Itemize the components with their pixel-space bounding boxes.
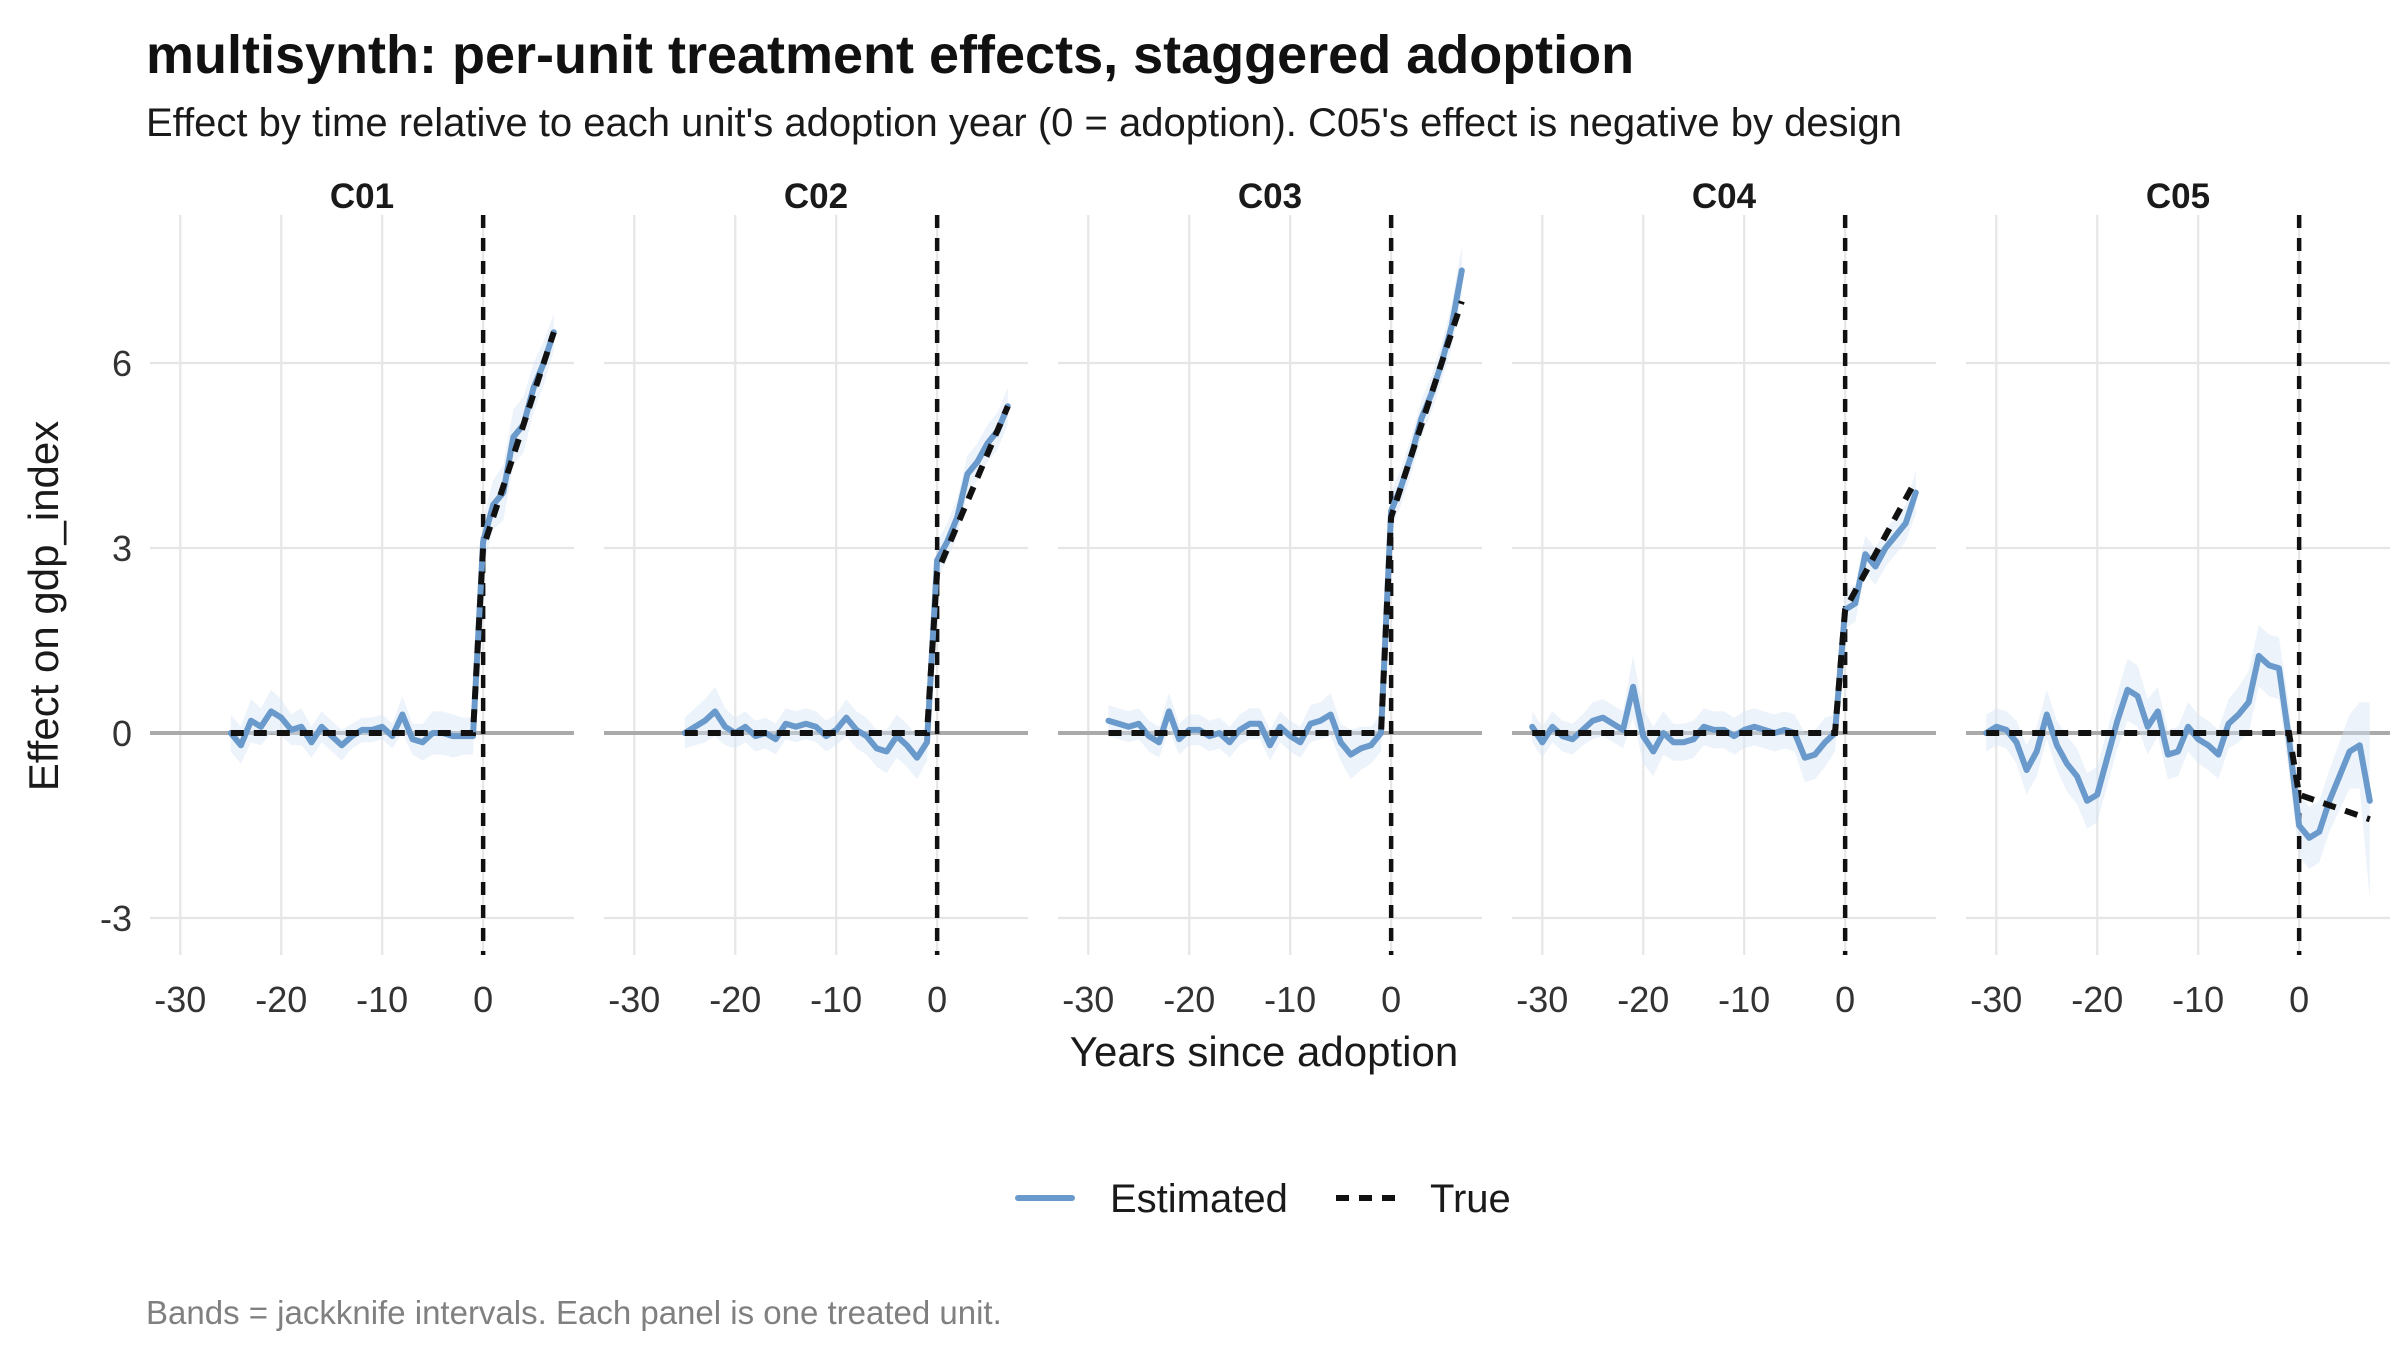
chart-title: multisynth: per-unit treatment effects, … (146, 25, 1634, 85)
x-tick-label: -10 (356, 979, 408, 1020)
x-tick-label: -30 (1516, 979, 1568, 1020)
estimated-line (1529, 489, 1919, 761)
x-tick-label: -10 (1718, 979, 1770, 1020)
x-tick-label: -10 (810, 979, 862, 1020)
jackknife-band (1108, 245, 1462, 780)
facet-strip-label: C04 (1692, 177, 1757, 216)
x-tick-label: -20 (255, 979, 307, 1020)
facet-strip-label: C05 (2146, 177, 2210, 216)
facet-panel-c03: C03 -30 -20 -10 0 (1058, 177, 1482, 1020)
y-tick-label: 3 (112, 528, 132, 569)
legend: Estimated True (1015, 1177, 1511, 1221)
y-tick-label: 0 (112, 713, 132, 754)
estimated-line (1105, 267, 1465, 758)
x-tick-label: -20 (1617, 979, 1669, 1020)
legend-estimated-label: Estimated (1110, 1177, 1288, 1221)
jackknife-band (684, 387, 1008, 780)
x-tick-label: -30 (1062, 979, 1114, 1020)
y-tick-label: -3 (100, 898, 132, 939)
facet-panel-c04: C04 -30 -20 -10 0 (1512, 177, 1936, 1020)
x-tick-label: 0 (2289, 979, 2309, 1020)
x-tick-label: -20 (709, 979, 761, 1020)
jackknife-band (1986, 625, 2370, 900)
chart-caption: Bands = jackknife intervals. Each panel … (146, 1294, 1002, 1331)
x-tick-label: 0 (473, 979, 493, 1020)
facet-strip-label: C03 (1238, 177, 1302, 216)
y-axis-title: Effect on gdp_index (20, 421, 67, 792)
jackknife-band (230, 313, 554, 764)
x-tick-label: 0 (1835, 979, 1855, 1020)
x-tick-label: 0 (1381, 979, 1401, 1020)
facet-strip-label: C02 (784, 177, 848, 216)
true-line (230, 331, 557, 736)
facet-panel-c05: C05 -30 -20 -10 0 (1966, 177, 2390, 1020)
x-tick-label: -30 (608, 979, 660, 1020)
facet-panel-c02: C02 -30 -20 -10 0 (604, 177, 1028, 1020)
facet-strip-label: C01 (330, 177, 394, 216)
x-tick-label: -20 (2071, 979, 2123, 1020)
y-tick-label: 6 (112, 343, 132, 384)
legend-true-label: True (1430, 1177, 1511, 1221)
true-line (1986, 730, 2371, 823)
chart-subtitle: Effect by time relative to each unit's a… (146, 101, 1902, 145)
x-tick-label: 0 (927, 979, 947, 1020)
x-tick-label: -10 (1264, 979, 1316, 1020)
x-axis-title: Years since adoption (1070, 1028, 1458, 1075)
x-tick-label: -30 (1970, 979, 2022, 1020)
estimated-line (1983, 652, 2373, 841)
x-tick-label: -10 (2172, 979, 2224, 1020)
true-line (1108, 300, 1465, 736)
x-tick-label: -20 (1163, 979, 1215, 1020)
true-line (684, 405, 1011, 736)
x-tick-label: -30 (154, 979, 206, 1020)
estimated-line (227, 329, 557, 749)
